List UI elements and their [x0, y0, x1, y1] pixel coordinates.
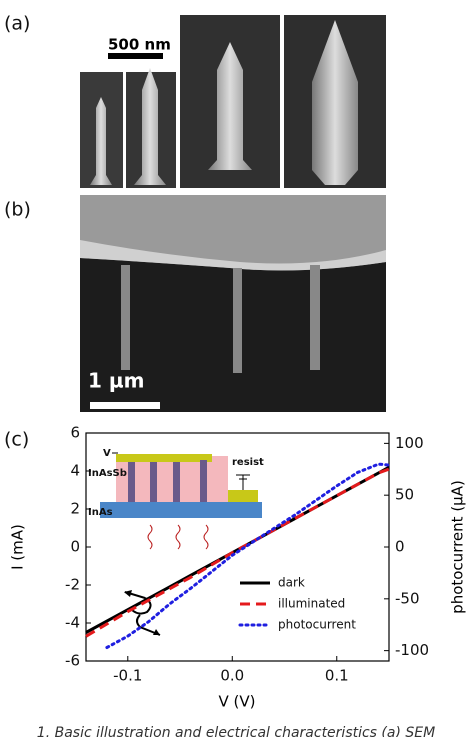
y2-tick-label: 100 — [395, 434, 424, 452]
legend-label: illuminated — [278, 597, 345, 611]
series-line — [105, 462, 391, 649]
legend-label: dark — [278, 576, 305, 590]
inset-label: V — [103, 448, 111, 459]
sem-images-a — [80, 15, 386, 188]
legend-label: photocurrent — [278, 618, 356, 632]
y-tick-label: 4 — [70, 462, 80, 480]
x-axis-label: V (V) — [219, 693, 256, 711]
sem-image-b — [80, 195, 386, 412]
y-tick-label: 2 — [70, 500, 80, 518]
y-tick-label: -2 — [65, 576, 80, 594]
y2-axis-label: photocurrent (µA) — [449, 480, 467, 614]
inset-schematic — [100, 452, 262, 636]
y2-tick-label: 50 — [395, 486, 414, 504]
y2-tick-label: -50 — [395, 589, 420, 607]
y-axis-label: I (mA) — [9, 524, 27, 570]
scale-bar-label: 1 µm — [88, 369, 144, 393]
panel-label: (b) — [4, 199, 31, 221]
y-tick-label: -4 — [65, 614, 80, 632]
x-tick-label: -0.1 — [113, 667, 142, 685]
inset-label: resist — [232, 457, 264, 468]
x-tick-label: 0.1 — [325, 667, 349, 685]
caption: 1. Basic illustration and electrical cha… — [37, 725, 435, 737]
inset-label: InAs — [88, 507, 113, 518]
y-tick-label: -6 — [65, 652, 80, 670]
panel-label: (a) — [4, 13, 30, 35]
x-tick-label: 0.0 — [220, 667, 244, 685]
y2-tick-label: -100 — [395, 641, 429, 659]
y-tick-label: 6 — [70, 424, 80, 442]
inset-label: InAsSb — [88, 468, 127, 479]
panel-label: (c) — [4, 429, 29, 451]
scale-bar-label: 500 nm — [108, 36, 171, 54]
y-tick-label: 0 — [70, 538, 80, 556]
y2-tick-label: 0 — [395, 538, 405, 556]
